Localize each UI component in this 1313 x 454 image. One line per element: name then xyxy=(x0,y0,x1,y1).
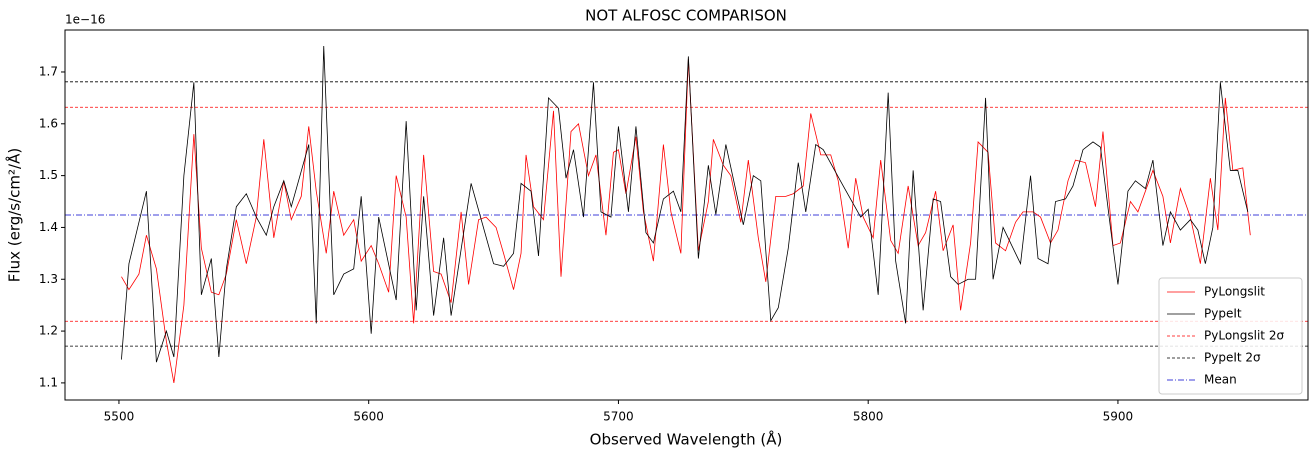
legend-label: PypeIt 2σ xyxy=(1204,351,1261,365)
legend-box xyxy=(1158,277,1303,395)
y-tick-label: 1.2 xyxy=(39,324,58,338)
y-tick-label: 1.7 xyxy=(39,64,58,78)
x-tick-label: 5600 xyxy=(353,410,384,424)
x-tick-label: 5800 xyxy=(853,410,884,424)
x-tick-label: 5700 xyxy=(603,410,634,424)
x-tick-label: 5900 xyxy=(1103,410,1134,424)
y-tick-label: 1.5 xyxy=(39,168,58,182)
chart-title: NOT ALFOSC COMPARISON xyxy=(585,7,787,25)
plot-frame xyxy=(64,29,1309,401)
legend-label: Mean xyxy=(1204,373,1237,387)
data-line xyxy=(121,46,1249,363)
y-axis-label: Flux (erg/s/cm²/Å) xyxy=(5,148,24,282)
legend-label: PypeIt xyxy=(1204,307,1242,321)
data-line xyxy=(121,58,1251,383)
y-tick-label: 1.1 xyxy=(39,375,58,389)
x-axis-label: Observed Wavelength (Å) xyxy=(590,430,783,449)
legend-label: PyLongslit 2σ xyxy=(1204,329,1284,343)
y-tick-label: 1.3 xyxy=(39,272,58,286)
y-tick-label: 1.4 xyxy=(39,220,58,234)
x-tick-label: 5500 xyxy=(104,410,135,424)
offset-label: 1e−16 xyxy=(65,13,105,27)
y-tick-label: 1.6 xyxy=(39,116,58,130)
legend-label: PyLongslit xyxy=(1204,285,1265,299)
